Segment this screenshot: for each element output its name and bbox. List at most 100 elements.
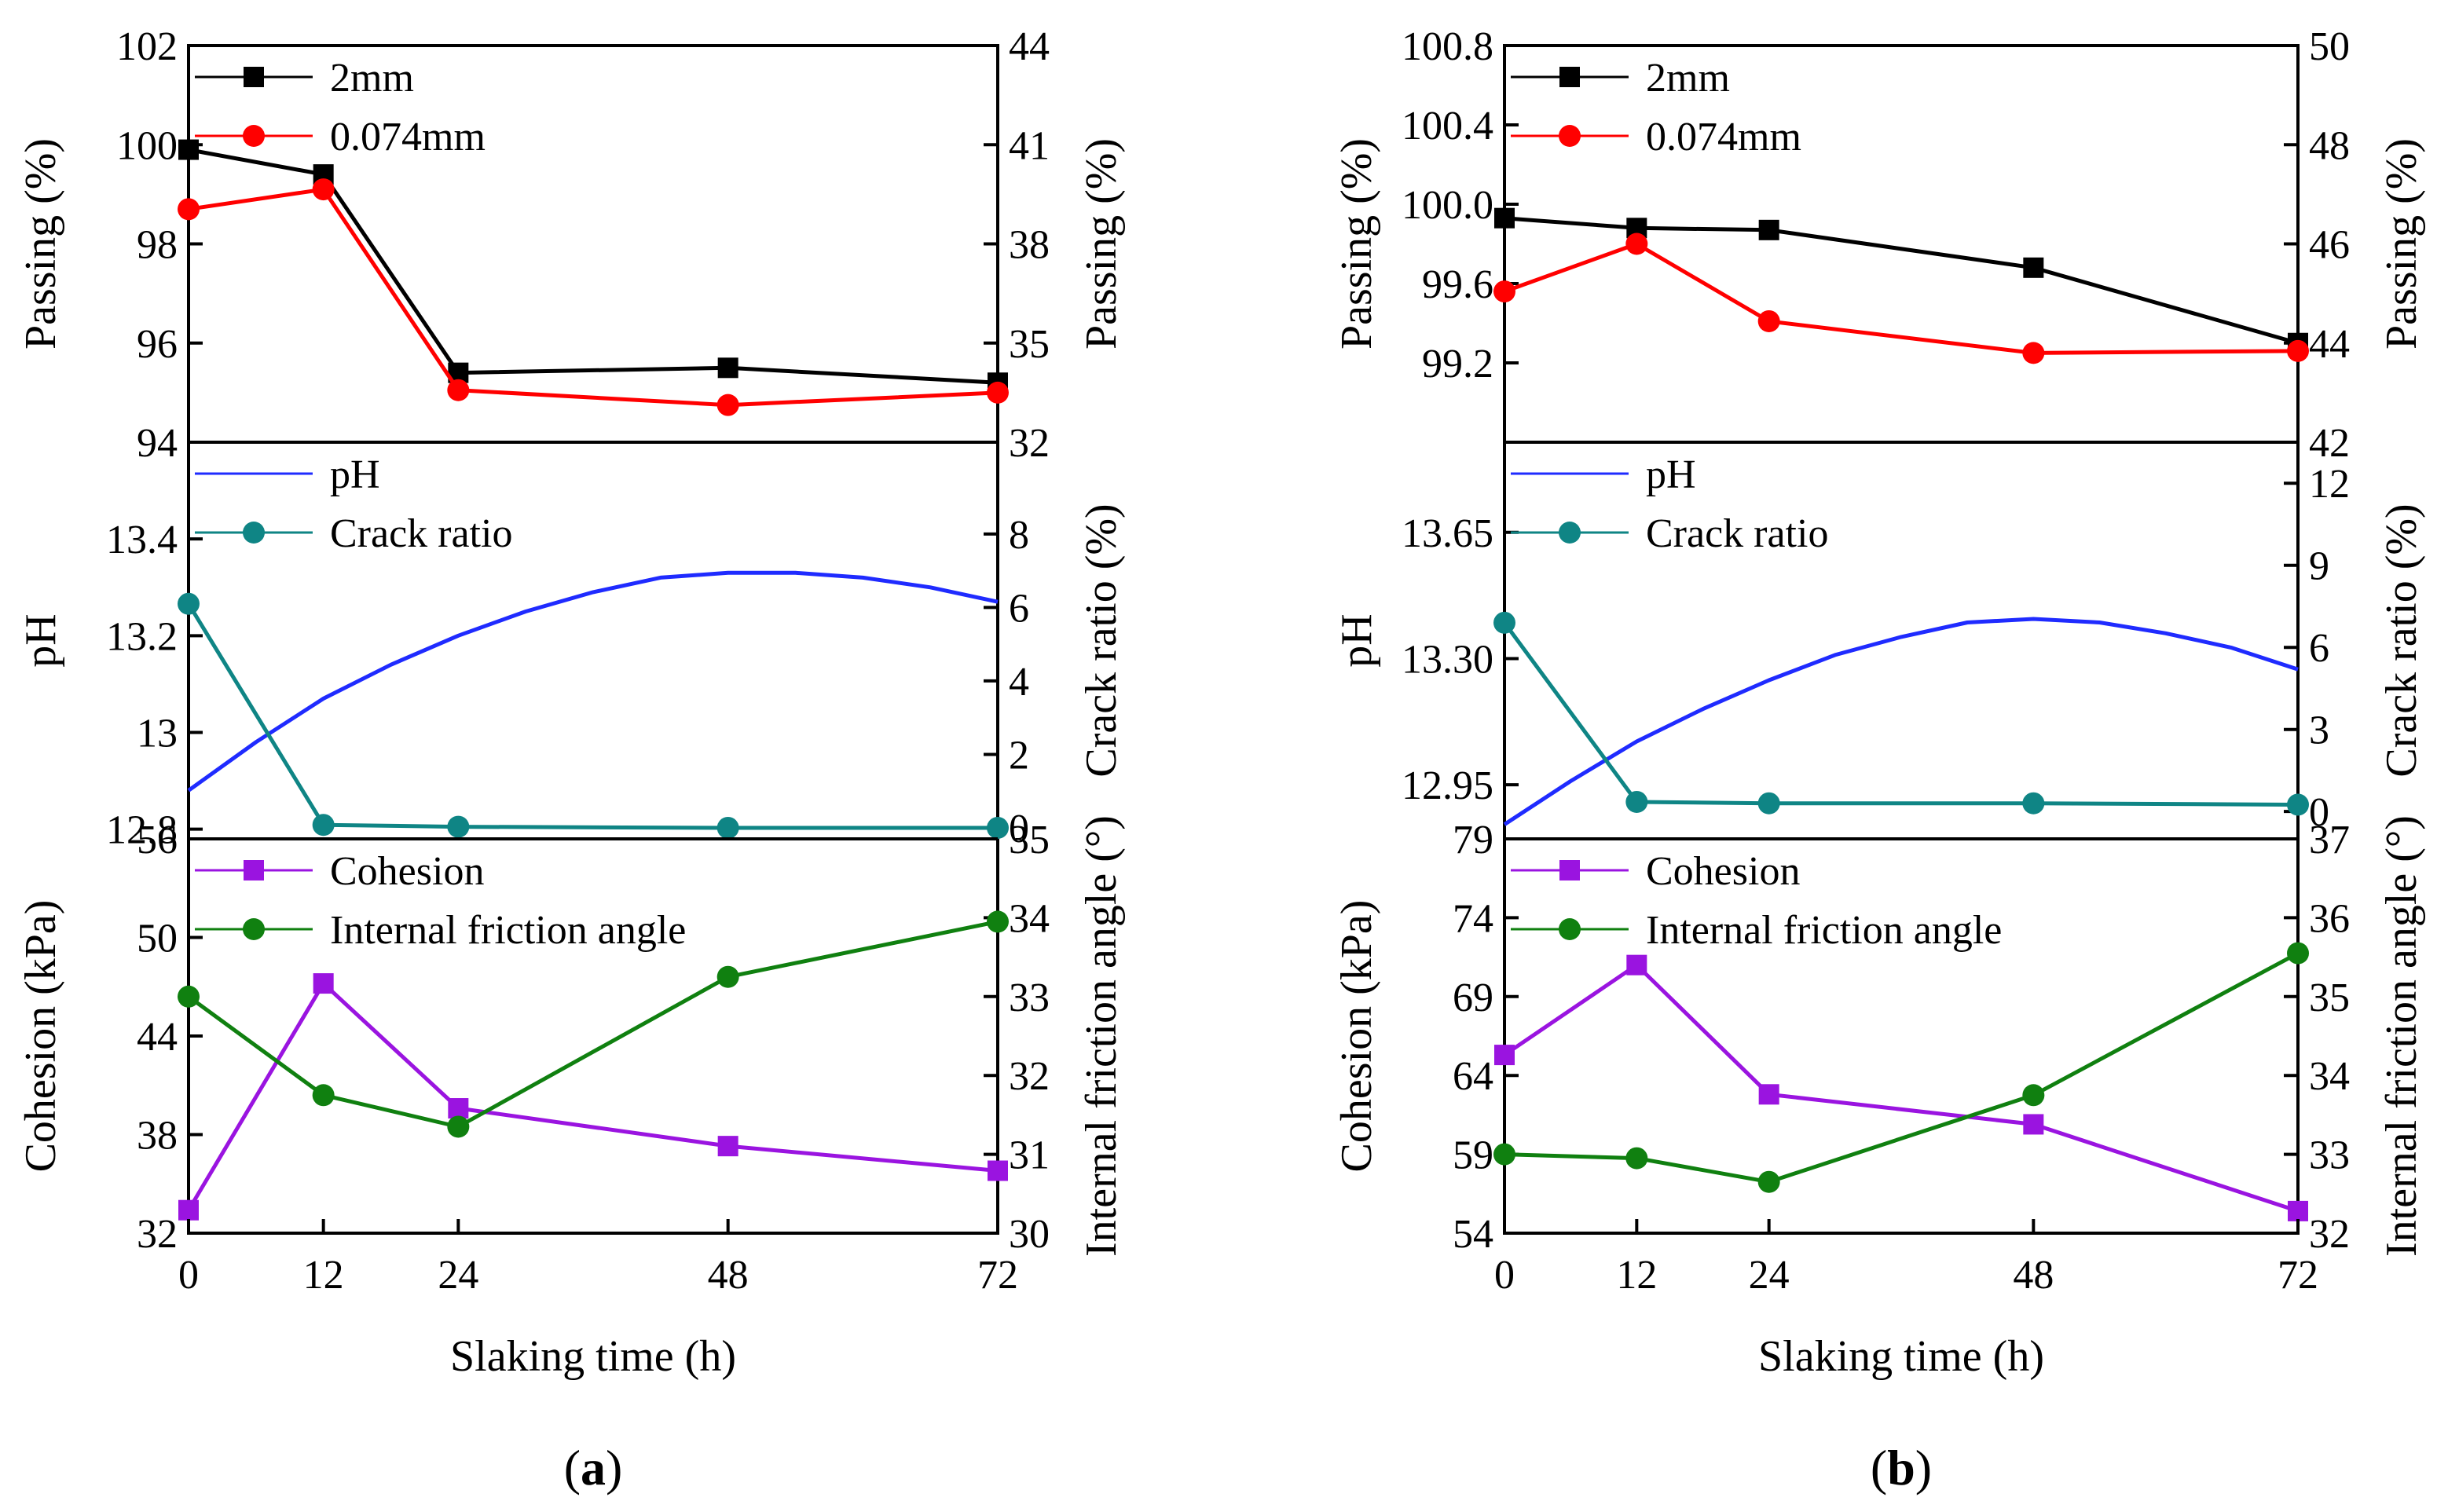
right-tick-label: 2 [1009,733,1029,778]
right-tick-label: 50 [2309,24,2350,69]
left-tick-label: 13.2 [106,614,178,659]
data-point-square [313,973,334,994]
series-line-0-074mm [188,187,999,408]
legend-label: Internal friction angle [330,908,686,953]
left-tick-label: 99.6 [1422,262,1493,307]
data-point-square [2288,1200,2308,1221]
subplot-b-passing: 99.2 99.6 100.0 100.4 100.8 42 44 46 48 50 Passing… [1332,24,2426,466]
right-tick-label: 42 [2309,421,2350,466]
data-point-circle [2287,339,2309,362]
left-axis-label: Cohesion (kPa) [1332,900,1381,1173]
right-tick-label: 33 [2309,1133,2350,1178]
x-axis-label: Slaking time (h) [1758,1332,2044,1381]
right-tick-label: 36 [2309,896,2350,941]
data-point-circle [312,814,335,837]
caption-open: ( [564,1440,581,1496]
data-point-square [2023,1114,2044,1135]
legend-marker-circle [243,125,265,147]
left-tick-label: 98 [137,223,178,268]
series-line-internal-friction-angle [1504,951,2300,1184]
left-axis-label: pH [1332,613,1381,667]
right-tick-label: 12 [2309,462,2350,507]
data-point-square [1758,1084,1779,1105]
left-tick-label: 79 [1453,818,1493,862]
data-point-square [1494,1045,1515,1066]
right-tick-label: 33 [1009,976,1050,1020]
left-tick-label: 13 [137,712,178,756]
panel-caption: (b) [1871,1440,1932,1496]
data-point-square [2023,257,2044,278]
right-tick-label: 37 [2309,818,2350,862]
legend-marker-square [244,860,264,880]
x-tick-label: 48 [708,1253,749,1298]
x-tick-label: 12 [303,1253,344,1298]
x-tick-label: 12 [1616,1253,1657,1298]
series-line-crack-ratio [1502,621,2299,807]
legend-label: pH [330,452,380,497]
left-tick-label: 74 [1453,896,1493,941]
data-point-square [1626,954,1647,976]
data-point-circle [2287,942,2309,965]
data-point-circle [2022,792,2045,815]
legend-label: Internal friction angle [1646,908,2002,953]
subplot-a-shear: 32 38 44 50 56 30 31 32 33 34 35 Cohesion (kPa) Inte… [16,815,1126,1257]
panel-b: 99.2 99.6 100.0 100.4 100.8 42 44 46 48 50 Passing… [1332,24,2426,1496]
data-point-circle [1757,1170,1780,1193]
data-point-circle [1493,280,1515,303]
legend-marker-circle [1559,125,1581,147]
data-point-circle [447,379,470,401]
right-tick-label: 38 [1009,223,1050,268]
data-point-square [178,1199,199,1221]
right-tick-label: 6 [1009,586,1029,631]
series-line-0-074mm [1504,242,2299,355]
left-axis-label: pH [16,613,65,667]
left-tick-label: 13.30 [1402,637,1493,682]
series-line-cohesion [186,981,999,1211]
right-tick-label: 32 [2309,1212,2350,1257]
data-point-circle [2287,793,2309,816]
caption-close: ) [606,1440,622,1496]
x-tick-label: 72 [2278,1253,2318,1298]
x-tick-label: 24 [1749,1253,1790,1298]
data-point-circle [1757,309,1780,332]
legend-label: Crack ratio [330,511,512,556]
left-tick-label: 94 [137,421,178,466]
right-tick-label: 32 [1009,1054,1050,1099]
data-point-circle [987,381,1009,404]
legend-marker-circle [1559,522,1581,544]
left-axis-label: Cohesion (kPa) [16,900,65,1173]
caption-letter: b [1887,1440,1915,1496]
right-tick-label: 44 [1009,24,1050,69]
legend-label: 2mm [1646,56,1730,101]
series-line-2mm [1504,216,2299,346]
x-axis-label: Slaking time (h) [450,1332,736,1381]
data-point-square [448,1098,469,1119]
right-tick-label: 34 [2309,1054,2350,1099]
left-tick-label: 13.4 [106,518,178,562]
data-point-circle [716,816,739,839]
subplot-b-ph: 12.95 13.30 13.65 0 3 6 9 12 pH Crack ratio (%) pH… [1332,441,2426,835]
left-axis-label: Passing (%) [1332,138,1381,350]
legend-label: Cohesion [330,849,484,894]
right-tick-label: 41 [1009,123,1050,168]
right-tick-label: 30 [1009,1212,1050,1257]
series-line-ph [1503,617,2299,826]
right-tick-label: 6 [2309,626,2329,671]
right-tick-label: 8 [1009,513,1029,558]
data-point-circle [312,1084,335,1107]
caption-open: ( [1871,1440,1887,1496]
left-tick-label: 69 [1453,976,1493,1020]
x-tick-label: 72 [977,1253,1018,1298]
panel-a: 94 96 98 100 102 32 35 38 41 44 Passing (%) Passing… [16,24,1126,1496]
x-tick-label: 48 [2013,1253,2054,1298]
data-point-circle [447,815,470,838]
right-tick-label: 4 [1009,660,1029,705]
right-axis-label: Crack ratio (%) [2377,503,2426,777]
right-tick-label: 35 [1009,818,1050,862]
data-point-circle [987,816,1009,839]
data-point-circle [312,178,335,201]
data-point-circle [178,198,200,221]
left-axis-label: Passing (%) [16,138,65,350]
left-tick-label: 44 [137,1015,178,1060]
right-axis-label: Internal friction angle (°) [1077,815,1126,1257]
